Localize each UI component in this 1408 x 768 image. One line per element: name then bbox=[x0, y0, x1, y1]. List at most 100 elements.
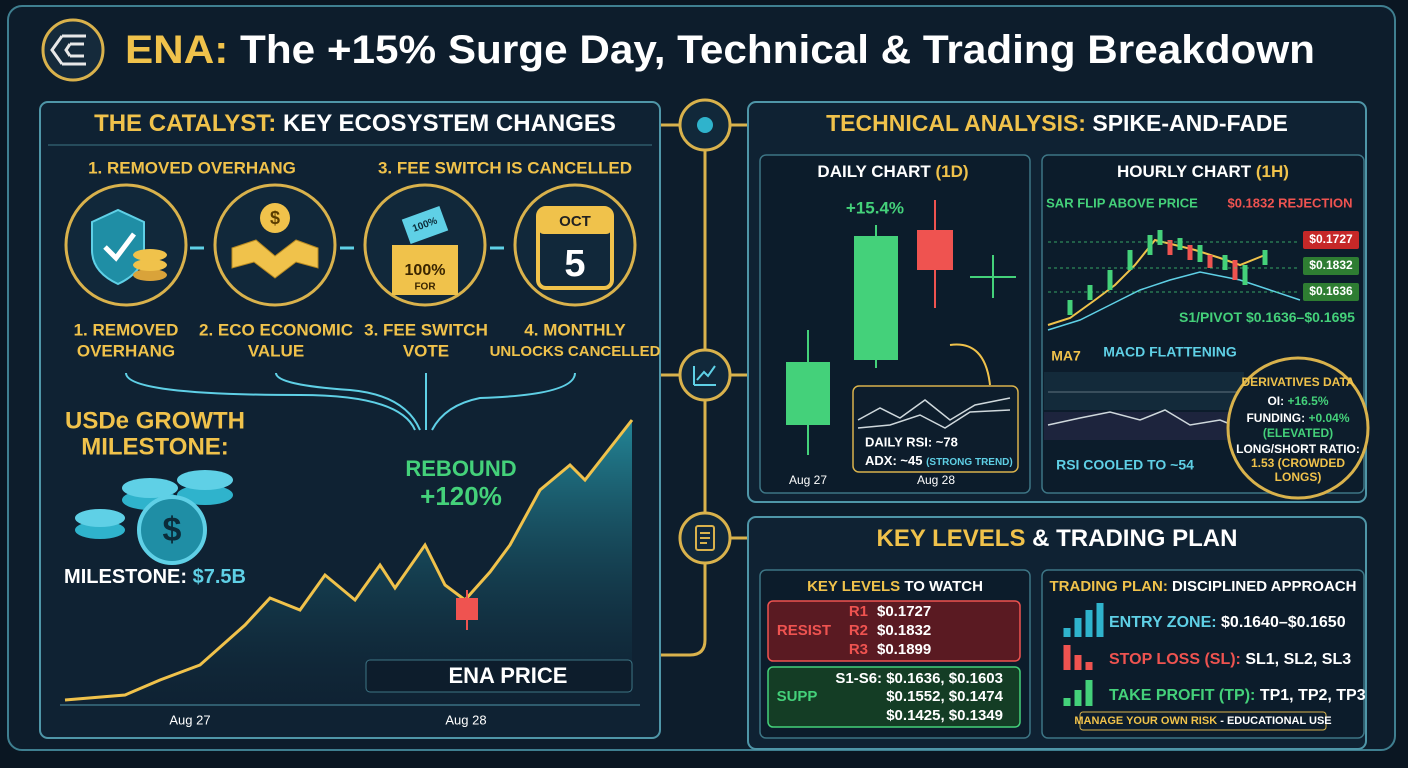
stop-icon bbox=[1063, 645, 1093, 670]
rsi-line bbox=[1047, 409, 1241, 429]
doji bbox=[970, 255, 1016, 298]
row-label: STOP LOSS (SL): bbox=[1109, 651, 1241, 668]
price-tag-text: $0.1832 bbox=[1309, 258, 1353, 272]
plan-row: TAKE PROFIT (TP): TP1, TP2, TP3 bbox=[1109, 687, 1366, 704]
coin bbox=[137, 495, 207, 565]
title-text: KEY ECOSYSTEM CHANGES bbox=[283, 110, 616, 137]
derivatives-title: DERIVATIVES DATA bbox=[1241, 375, 1354, 389]
candle bbox=[456, 598, 478, 620]
row-label: TAKE PROFIT (TP): bbox=[1109, 687, 1255, 704]
coin-stack bbox=[133, 259, 167, 271]
x-label: Aug 28 bbox=[917, 473, 955, 487]
candle bbox=[854, 236, 898, 360]
flow-arrow bbox=[125, 372, 576, 431]
derivatives-circle bbox=[1226, 356, 1370, 500]
macd-pane bbox=[1044, 372, 1244, 410]
rsi-box bbox=[852, 385, 1019, 473]
derivatives-row: FUNDING: +0.04% bbox=[1246, 411, 1349, 425]
title-text: TO WATCH bbox=[904, 578, 983, 595]
candle bbox=[917, 230, 953, 270]
supp-label: SUPP bbox=[777, 688, 818, 705]
footer-box bbox=[1079, 711, 1327, 731]
calendar-month: OCT bbox=[559, 213, 591, 230]
disclaimer: MANAGE YOUR OWN RISK - EDUCATIONAL USE bbox=[1074, 715, 1331, 727]
level-value: $0.1727 bbox=[877, 603, 931, 620]
row-label: FUNDING: bbox=[1246, 411, 1305, 425]
check bbox=[103, 232, 136, 262]
panel-title: TECHNICAL ANALYSIS: SPIKE-AND-FADE bbox=[826, 110, 1288, 136]
title-highlight: (1D) bbox=[936, 162, 969, 181]
level-name: R3 bbox=[849, 641, 868, 658]
rsi-label: DAILY RSI: ~78 bbox=[865, 434, 958, 449]
plan-row: STOP LOSS (SL): SL1, SL2, SL3 bbox=[1109, 651, 1351, 668]
title-highlight: THE CATALYST: bbox=[94, 110, 276, 137]
icon-circle bbox=[213, 183, 337, 307]
title-highlight: TRADING PLAN: bbox=[1050, 578, 1168, 595]
price-tag bbox=[1303, 231, 1359, 249]
milestone-value: $7.5B bbox=[193, 566, 246, 588]
logo-mark bbox=[50, 34, 86, 66]
supp-line: S1-S6: $0.1636, $0.1603 bbox=[835, 670, 1003, 687]
ma-label: MA7 bbox=[1051, 348, 1081, 364]
row-value: SL1, SL2, SL3 bbox=[1245, 651, 1351, 668]
supp-line: $0.1425, $0.1349 bbox=[886, 707, 1003, 724]
price-tag-text: $0.1636 bbox=[1309, 284, 1353, 298]
item-label: UNLOCKS CANCELLED bbox=[490, 343, 661, 360]
item-label: OVERHANG bbox=[77, 341, 175, 360]
item-label: VOTE bbox=[403, 341, 449, 360]
price-label-box bbox=[365, 659, 633, 693]
s1-label: S1/PIVOT $0.1636–$0.1695 bbox=[1179, 309, 1355, 325]
price-line bbox=[64, 419, 634, 702]
indicator-line bbox=[857, 397, 1011, 429]
top-label: 3. FEE SWITCH IS CANCELLED bbox=[378, 158, 632, 177]
resist-box bbox=[767, 600, 1021, 662]
node bbox=[678, 348, 732, 402]
change-label: +15.4% bbox=[846, 198, 904, 217]
title-highlight: KEY LEVELS bbox=[807, 578, 900, 595]
level-name: R1 bbox=[849, 603, 868, 620]
item-label: 3. FEE SWITCH bbox=[364, 320, 488, 339]
sub-title: HOURLY CHART (1H) bbox=[1117, 162, 1289, 181]
calendar-top bbox=[538, 208, 612, 234]
level-value: $0.1899 bbox=[877, 641, 931, 658]
item-label: 2. ECO ECONOMIC bbox=[199, 320, 353, 339]
rsi-pane bbox=[1044, 412, 1244, 440]
disclaimer-text: - EDUCATIONAL USE bbox=[1220, 715, 1331, 727]
arrow bbox=[949, 343, 991, 386]
row-value: TP1, TP2, TP3 bbox=[1260, 687, 1366, 704]
price-tag bbox=[1303, 257, 1359, 275]
s1-name: S1/PIVOT bbox=[1179, 309, 1242, 325]
price-area bbox=[65, 420, 632, 705]
x-label: Aug 27 bbox=[169, 712, 210, 727]
usde-title: MILESTONE: bbox=[81, 433, 229, 460]
page-title: ENA: The +15% Surge Day, Technical & Tra… bbox=[125, 28, 1315, 72]
rebound-label: REBOUND bbox=[405, 456, 516, 481]
adx-value: ADX: ~45 bbox=[865, 453, 922, 468]
coin-stack bbox=[133, 249, 167, 261]
row-value: 1.53 (CROWDED bbox=[1251, 456, 1345, 470]
coin-stack bbox=[133, 269, 167, 281]
node-icon bbox=[695, 525, 715, 551]
resist-label: RESIST bbox=[777, 622, 831, 639]
title-highlight: TECHNICAL ANALYSIS: bbox=[826, 110, 1086, 136]
coin bbox=[260, 203, 290, 233]
row-value: LONGS) bbox=[1275, 470, 1322, 484]
coin-stack bbox=[177, 485, 233, 505]
title-text: & TRADING PLAN bbox=[1032, 525, 1237, 552]
connector bbox=[660, 123, 748, 657]
handshake bbox=[231, 239, 319, 279]
title-highlight: (1H) bbox=[1256, 162, 1289, 181]
row-value: +0.04% bbox=[1308, 411, 1349, 425]
box-value: 100% bbox=[405, 262, 446, 279]
row-label: ENTRY ZONE: bbox=[1109, 614, 1217, 631]
sub-title: DAILY CHART (1D) bbox=[817, 162, 968, 181]
usde-title: USDe GROWTH bbox=[65, 407, 245, 434]
top-label: 1. REMOVED OVERHANG bbox=[88, 158, 296, 177]
adx-label: ADX: ~45 (STRONG TREND) bbox=[865, 453, 1013, 468]
supp-box bbox=[767, 666, 1021, 728]
title-text: SPIKE-AND-FADE bbox=[1092, 110, 1288, 136]
sub-title: TRADING PLAN: DISCIPLINED APPROACH bbox=[1050, 578, 1357, 595]
title-text: HOURLY CHART bbox=[1117, 162, 1252, 181]
row-value: +16.5% bbox=[1287, 394, 1328, 408]
milestone-label: MILESTONE: bbox=[64, 566, 187, 588]
